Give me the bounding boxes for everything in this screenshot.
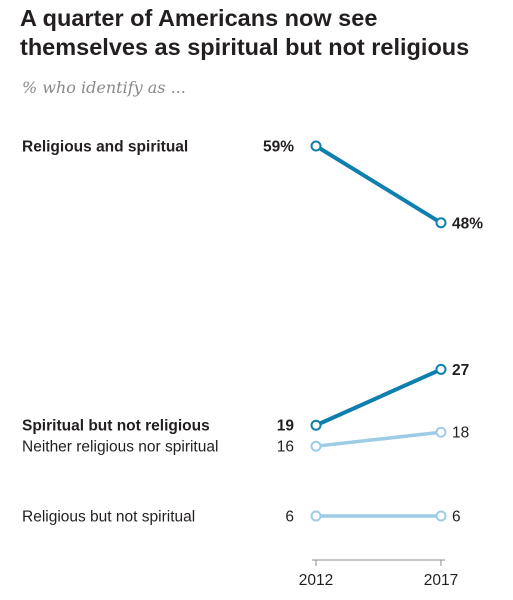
value-label-neither-religious-nor-spiritual-2012: 16 <box>277 439 294 456</box>
series-label-spiritual-but-not-religious: Spiritual but not religious <box>22 418 210 435</box>
value-label-spiritual-but-not-religious-2017: 27 <box>452 362 469 379</box>
data-point-spiritual-but-not-religious-2017 <box>435 363 447 375</box>
x-tick-label-2012: 2012 <box>299 572 333 589</box>
series-label-religious-and-spiritual: Religious and spiritual <box>22 139 188 156</box>
data-point-religious-and-spiritual-2012 <box>310 140 322 152</box>
value-label-neither-religious-nor-spiritual-2017: 18 <box>452 425 469 442</box>
series-label-religious-but-not-spiritual: Religious but not spiritual <box>22 509 195 526</box>
series-line-spiritual-but-not-religious <box>314 367 443 428</box>
series-label-neither-religious-nor-spiritual: Neither religious nor spiritual <box>22 439 218 456</box>
data-point-neither-religious-nor-spiritual-2017 <box>435 426 447 438</box>
series-line-neither-religious-nor-spiritual <box>314 430 443 448</box>
data-point-religious-but-not-spiritual-2017 <box>435 510 447 522</box>
data-point-neither-religious-nor-spiritual-2012 <box>310 440 322 452</box>
value-label-religious-and-spiritual-2017: 48% <box>452 215 483 232</box>
value-label-religious-but-not-spiritual-2012: 6 <box>285 509 294 526</box>
x-tick-label-2017: 2017 <box>424 572 458 589</box>
series-line-religious-and-spiritual <box>314 144 443 225</box>
data-point-religious-but-not-spiritual-2012 <box>310 510 322 522</box>
chart-subtitle: % who identify as ... <box>22 78 186 97</box>
data-point-spiritual-but-not-religious-2012 <box>310 419 322 431</box>
value-label-religious-but-not-spiritual-2017: 6 <box>452 509 461 526</box>
value-label-religious-and-spiritual-2012: 59% <box>263 139 294 156</box>
value-label-spiritual-but-not-religious-2012: 19 <box>277 418 295 435</box>
chart-title: A quarter of Americans now see themselve… <box>20 5 470 60</box>
data-point-religious-and-spiritual-2017 <box>435 217 447 229</box>
